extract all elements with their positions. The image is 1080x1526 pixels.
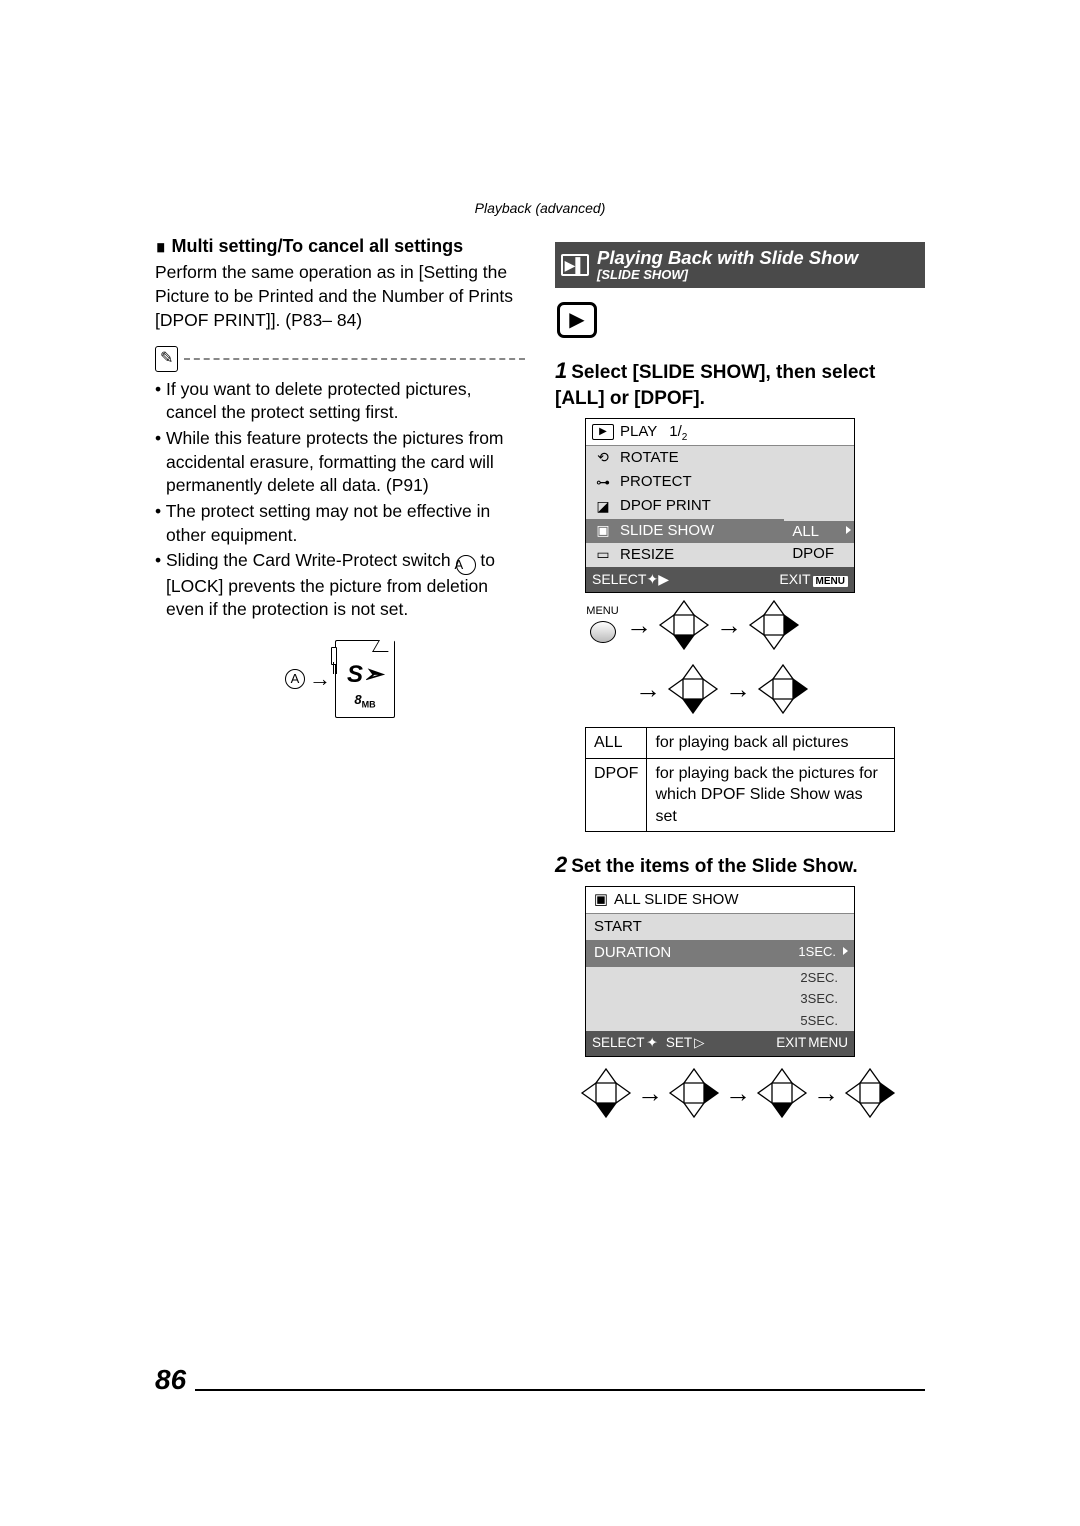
marker-a: A xyxy=(285,669,305,689)
menu-row-slideshow: ▣SLIDE SHOW xyxy=(586,519,784,543)
arrow-icon: → xyxy=(725,1080,751,1106)
slideshow-icon: ▶▌ xyxy=(561,254,589,276)
arrow-icon: → xyxy=(637,1080,663,1106)
page-rule xyxy=(195,1389,925,1391)
sd-size: 8MB xyxy=(354,691,375,711)
menu2-row-duration: DURATION 1SEC. xyxy=(586,940,854,966)
dpad-down-icon xyxy=(756,1067,808,1119)
bullet-item: Sliding the Card Write-Protect switch A … xyxy=(155,549,525,622)
menu-title: PLAY xyxy=(620,422,657,442)
table-cell: for playing back the pictures for which … xyxy=(647,758,895,832)
dpad-down-icon xyxy=(658,599,710,651)
menu2-row-start: START xyxy=(586,914,854,940)
bullet-item: If you want to delete protected pictures… xyxy=(155,378,525,425)
nav-sequence-1b: → → xyxy=(635,663,925,715)
table-row: DPOF for playing back the pictures for w… xyxy=(586,758,895,832)
table-cell: ALL xyxy=(586,727,647,758)
nav-sequence-1: MENU → → xyxy=(585,599,925,651)
page-number: 86 xyxy=(155,1364,186,1396)
play-icon: ▶ xyxy=(592,424,614,440)
menu-footer: SELECT✦▶ EXITMENU xyxy=(586,567,854,592)
right-column: ▶▌ Playing Back with Slide Show [SLIDE S… xyxy=(555,234,925,1119)
menu-button-icon: MENU xyxy=(585,606,620,643)
menu2-footer: SELECT✦ SET▷ EXITMENU xyxy=(586,1031,854,1055)
sd-card-icon: S➣ 8MB xyxy=(335,640,395,718)
menu2-title: ▣ ALL SLIDE SHOW xyxy=(586,887,854,914)
arrow-icon: → xyxy=(813,1080,839,1106)
resize-icon: ▭ xyxy=(592,545,614,564)
table-cell: DPOF xyxy=(586,758,647,832)
menu2-opt-selected: 1SEC. xyxy=(798,943,846,963)
table-row: ALL for playing back all pictures xyxy=(586,727,895,758)
rotate-icon: ⟲ xyxy=(592,448,614,467)
playback-mode-icon: ▶ xyxy=(557,302,597,338)
arrow-icon: → xyxy=(635,676,661,702)
dpad-down-icon xyxy=(667,663,719,715)
bullet-item: While this feature protects the pictures… xyxy=(155,427,525,498)
paragraph: Perform the same operation as in [Settin… xyxy=(155,261,525,332)
breadcrumb: Playback (advanced) xyxy=(155,200,925,216)
nav-sequence-2: → → → xyxy=(580,1067,925,1119)
menu-row-dpof: ◪DPOF PRINT xyxy=(586,494,784,518)
step-1-heading: 1Select [SLIDE SHOW], then select [ALL] … xyxy=(555,356,925,411)
menu-row-rotate: ⟲ROTATE xyxy=(586,446,784,470)
sd-card-diagram: A → S➣ 8MB xyxy=(155,640,525,718)
banner-subtitle: [SLIDE SHOW] xyxy=(597,268,858,283)
menu2-opt: 5SEC. xyxy=(586,1010,854,1032)
step-2-heading: 2Set the items of the Slide Show. xyxy=(555,850,925,880)
menu-row-resize: ▭RESIZE xyxy=(586,543,784,567)
slideshow-title-icon: ▣ xyxy=(592,890,610,910)
menu2-opt: 3SEC. xyxy=(586,988,854,1010)
menu2-opt: 2SEC. xyxy=(586,967,854,989)
play-menu: ▶ PLAY 1/2 ⟲ROTATE ⊶PROTECT ◪DPOF PRINT … xyxy=(585,418,855,593)
dpad-right-icon xyxy=(668,1067,720,1119)
subheading-text: Multi setting/To cancel all settings xyxy=(171,236,463,256)
dpad-right-icon xyxy=(844,1067,896,1119)
dpad-down-icon xyxy=(580,1067,632,1119)
menu-option-dpof: DPOF xyxy=(784,543,854,565)
subheading: ∎ Multi setting/To cancel all settings xyxy=(155,234,525,258)
arrow-icon: → xyxy=(716,612,742,638)
bullet-list: If you want to delete protected pictures… xyxy=(155,378,525,622)
step-2-text: Set the items of the Slide Show. xyxy=(571,856,857,877)
note-divider: ✎ xyxy=(155,346,525,372)
note-icon: ✎ xyxy=(155,346,178,372)
menu-row-protect: ⊶PROTECT xyxy=(586,470,784,494)
marker-a: A xyxy=(456,555,476,575)
arrow-icon: → xyxy=(725,676,751,702)
banner-title: Playing Back with Slide Show xyxy=(597,247,858,268)
step-1-text: Select [SLIDE SHOW], then select [ALL] o… xyxy=(555,362,875,409)
sd-logo: S➣ xyxy=(347,659,383,691)
dpad-right-icon xyxy=(748,599,800,651)
dpad-right-icon xyxy=(757,663,809,715)
menu-title-row: ▶ PLAY 1/2 xyxy=(586,419,854,446)
arrow-icon: → xyxy=(626,612,652,638)
description-table: ALL for playing back all pictures DPOF f… xyxy=(585,727,895,832)
bullet-item: The protect setting may not be effective… xyxy=(155,500,525,547)
slideshow-row-icon: ▣ xyxy=(592,521,614,540)
menu-option-all: ALL xyxy=(784,521,854,543)
table-cell: for playing back all pictures xyxy=(647,727,895,758)
slideshow-menu: ▣ ALL SLIDE SHOW START DURATION 1SEC. 2S… xyxy=(585,886,855,1057)
dpof-icon: ◪ xyxy=(592,497,614,516)
left-column: ∎ Multi setting/To cancel all settings P… xyxy=(155,234,525,1119)
protect-icon: ⊶ xyxy=(592,473,614,492)
section-banner: ▶▌ Playing Back with Slide Show [SLIDE S… xyxy=(555,242,925,288)
